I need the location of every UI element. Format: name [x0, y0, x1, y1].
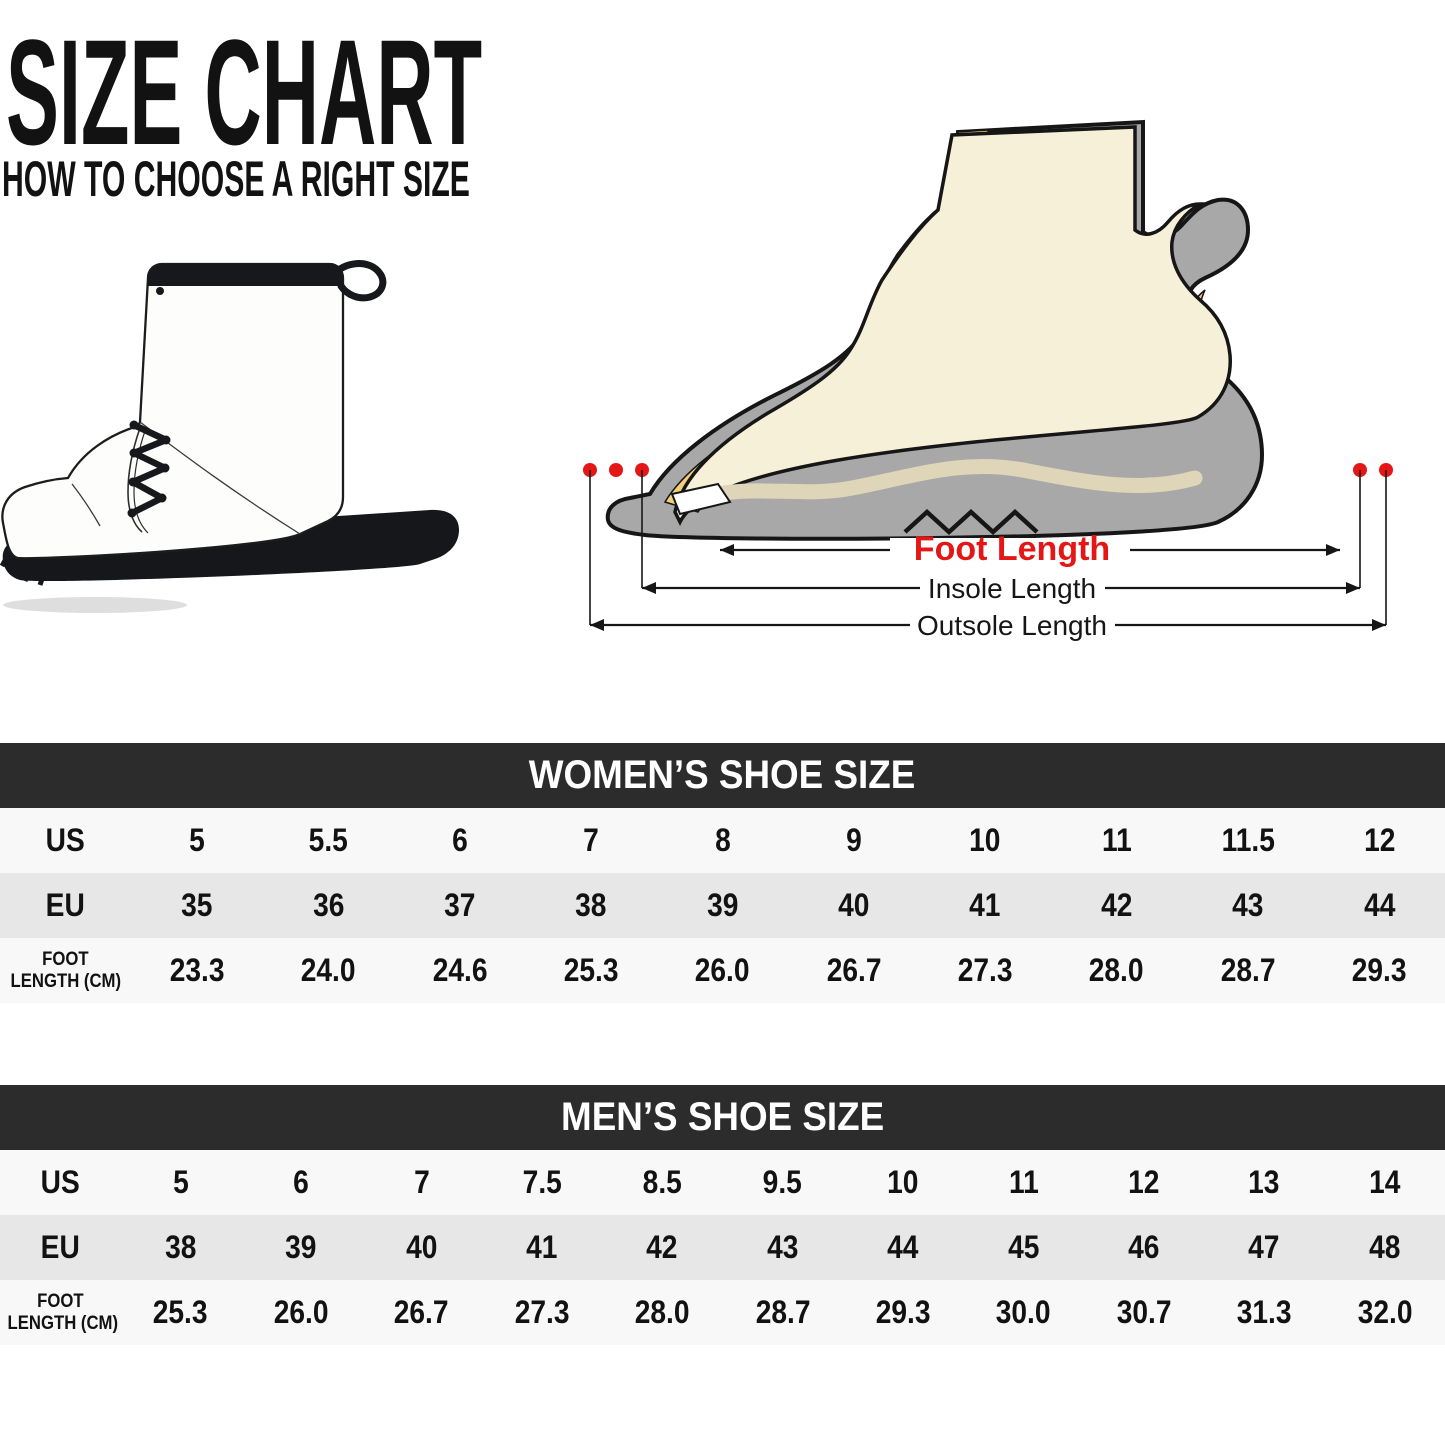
svg-text:Outsole Length: Outsole Length [917, 610, 1107, 641]
svg-text:Insole Length: Insole Length [928, 573, 1096, 604]
svg-text:Foot Length: Foot Length [914, 530, 1110, 568]
